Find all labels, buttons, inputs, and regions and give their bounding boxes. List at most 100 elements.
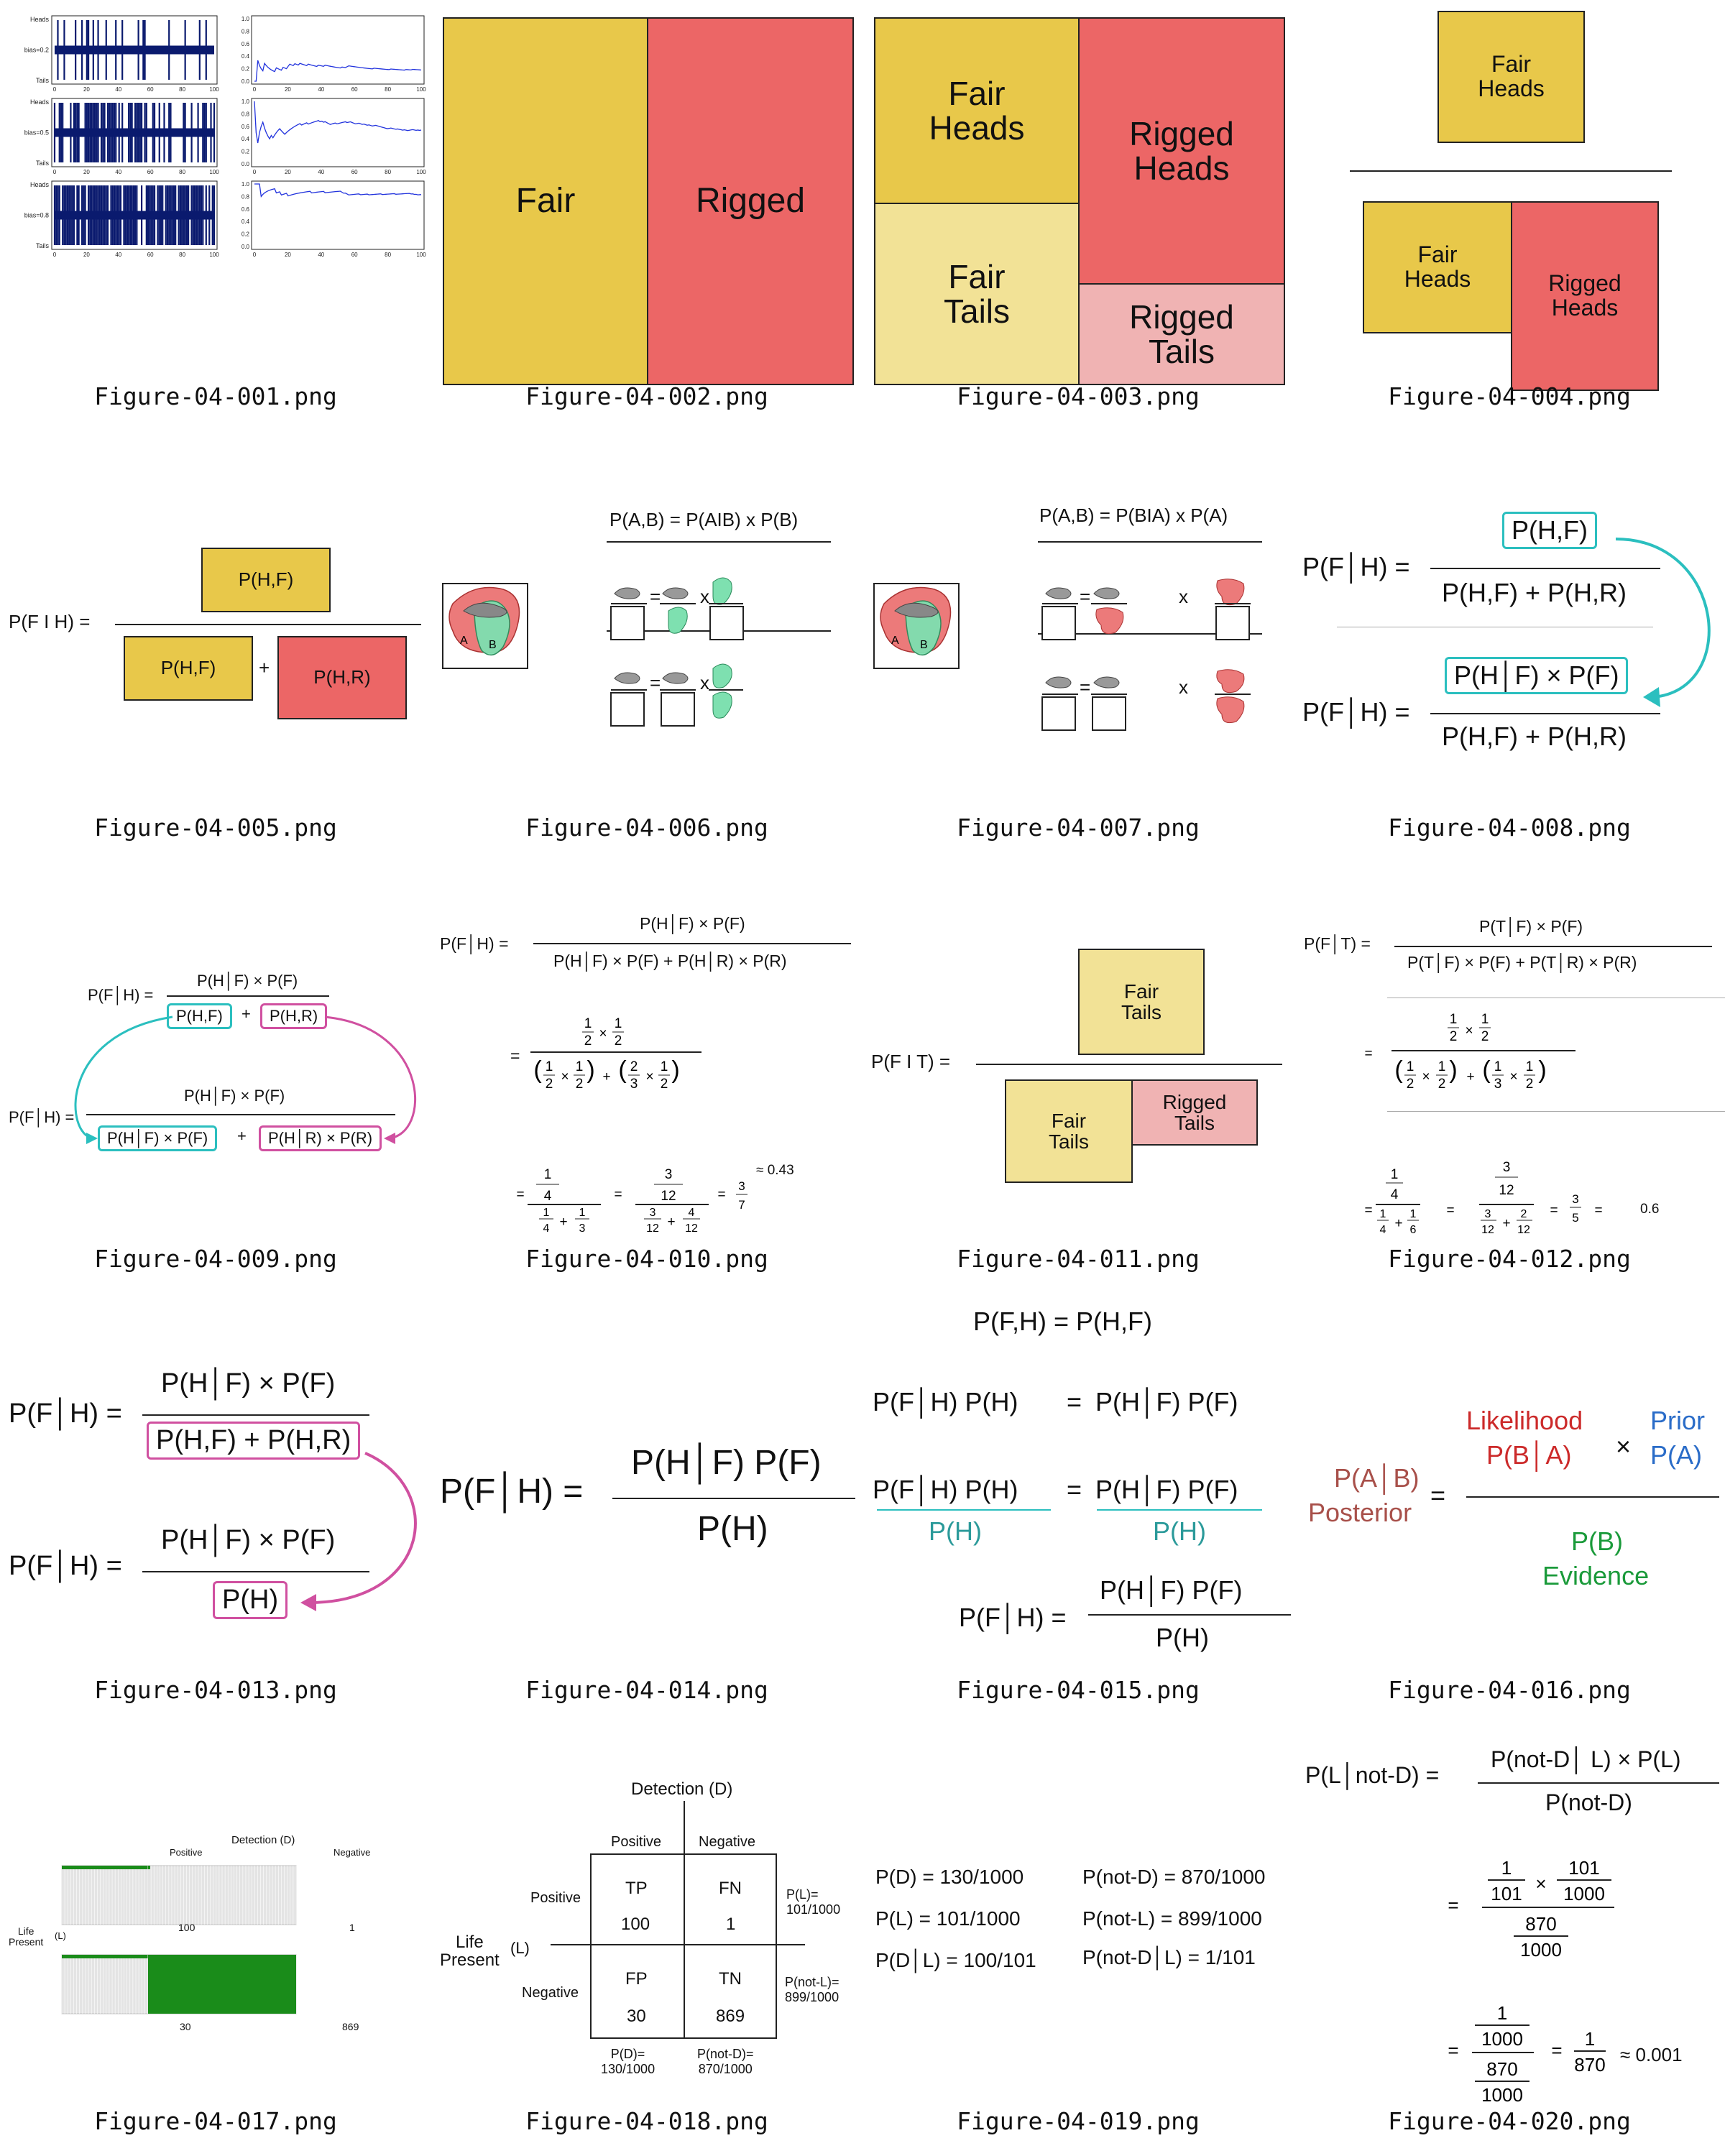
- figure-caption: Figure-04-008.png: [1388, 814, 1631, 842]
- figure-04-004-cell: Fair Heads Fair Heads Rigged Heads Figur…: [1294, 0, 1725, 431]
- tn-grid: [147, 1954, 297, 2014]
- y-tick: 0.4: [242, 218, 250, 225]
- rigged-box: Rigged: [647, 17, 854, 385]
- figure-caption: Figure-04-005.png: [94, 814, 337, 842]
- figure-caption: Figure-04-017.png: [94, 2107, 337, 2135]
- fraction-digit: 1: [576, 1059, 584, 1074]
- equals-sign: =: [650, 586, 661, 607]
- figure-caption: Figure-04-002.png: [525, 382, 768, 410]
- denominator: P(H,F) + P(H,R): [1442, 722, 1627, 751]
- fraction-digit: 2: [1521, 1208, 1527, 1220]
- fraction-digit: 3: [665, 1167, 673, 1182]
- filled-cells: [148, 1955, 296, 2014]
- fraction-digit: 5: [1572, 1211, 1578, 1225]
- x-tick: 60: [351, 169, 358, 175]
- svg-text:+: +: [1466, 1069, 1474, 1084]
- fraction-digit: 1: [661, 1059, 668, 1074]
- pnotd-marginal: P(not-D)= 870/1000: [697, 2047, 754, 2076]
- denominator-term-a: P(H,F): [167, 1003, 232, 1029]
- lhs-label: P(F I H) =: [9, 611, 91, 632]
- tp-count: 100: [178, 1922, 196, 1933]
- fraction-bar: [1430, 568, 1660, 569]
- x-tick: 80: [179, 86, 185, 93]
- fraction-digit: 1: [543, 1207, 550, 1219]
- figure-04-016-cell: Likelihood P(B│A) × Prior P(A) P(A│B) Po…: [1294, 1294, 1725, 1725]
- denominator: P(not-D): [1545, 1789, 1632, 1815]
- x-tick: 100: [416, 86, 426, 93]
- likelihood-term: P(B│A): [1486, 1440, 1572, 1470]
- p-d: P(D) = 130/1000: [875, 1866, 1024, 1888]
- figure-04-002-cell: Fair Rigged Figure-04-002.png: [431, 0, 862, 431]
- fraction-digit: 12: [685, 1222, 698, 1235]
- numerator: P(H│F) P(F): [631, 1444, 822, 1482]
- x-tick: 100: [209, 252, 219, 258]
- svg-text:×: ×: [645, 1069, 653, 1084]
- numerator-box: P(H,F): [201, 548, 331, 612]
- venn-diagram: A B: [873, 541, 1262, 731]
- figure-caption: Figure-04-006.png: [525, 814, 768, 842]
- fraction-digit: 1000: [1481, 2084, 1523, 2106]
- x-tick: 40: [115, 252, 121, 258]
- svg-text:): ): [671, 1056, 679, 1084]
- fair-heads-bottom-box: Fair Heads: [1363, 201, 1512, 333]
- denominator-rigged-box: P(H,R): [277, 636, 407, 719]
- fraction-digit: 2: [584, 1033, 592, 1049]
- flip-band: [55, 45, 214, 55]
- denominator: P(H│F) × P(F) + P(H│R) × P(R): [553, 952, 787, 970]
- svg-text:=: =: [1551, 2040, 1562, 2061]
- bias-label: bias=0.5: [24, 129, 49, 137]
- denominator: P(H): [697, 1510, 768, 1548]
- rigged-tails-box: Rigged Tails: [1131, 1079, 1258, 1146]
- times-sign: ×: [1616, 1432, 1632, 1461]
- fn-value: 1: [726, 1915, 736, 1934]
- plus-sign: +: [242, 1005, 251, 1023]
- approx-result: ≈ 0.001: [1620, 2044, 1683, 2065]
- svg-text:=: =: [614, 1187, 622, 1202]
- running-average-line: [254, 60, 422, 82]
- x-tick: 20: [285, 252, 291, 258]
- fraction-arithmetic: = 12 × 12 ( 12 × 12 ) + ( 13 × 12 ) = 14…: [1364, 1012, 1602, 1236]
- plus-sign: +: [237, 1127, 247, 1145]
- tn-label: TN: [719, 1969, 742, 1989]
- expansion-left: P(F│H) P(H): [873, 1475, 1018, 1504]
- fraction-bar: [115, 624, 421, 625]
- fraction-digit: 3: [738, 1179, 745, 1193]
- fn-count: 1: [349, 1922, 355, 1933]
- fair-box: Fair: [443, 17, 648, 385]
- fraction-digit: 3: [1494, 1077, 1502, 1092]
- figure-04-007-cell: P(A,B) = P(BIA) x P(A) A B = x = x Figur…: [862, 431, 1294, 862]
- prior-label: Prior: [1650, 1406, 1706, 1435]
- svg-text:×: ×: [1465, 1023, 1473, 1038]
- x-tick: 80: [385, 86, 391, 93]
- y-tick: 0.6: [242, 124, 250, 130]
- tails-tick: Tails: [36, 160, 50, 167]
- fraction-digit: 12: [1517, 1224, 1530, 1236]
- figure-caption: Figure-04-011.png: [957, 1245, 1200, 1273]
- x-tick: 0: [53, 86, 57, 93]
- y-tick: 0.0: [242, 78, 250, 85]
- fraction-digit: 1: [544, 1167, 552, 1182]
- fraction-digit: 1: [1438, 1059, 1446, 1074]
- lhs-label: P(F│H) =: [440, 934, 509, 953]
- y-tick: 0.0: [242, 244, 250, 250]
- plus-sign: +: [259, 657, 270, 678]
- svg-text:+: +: [602, 1069, 610, 1084]
- figure-04-015-cell: P(F,H) = P(H,F) P(F│H) P(H) = P(H│F) P(F…: [862, 1294, 1294, 1725]
- x-tick: 60: [147, 169, 154, 175]
- y-tick: 0.2: [242, 149, 250, 155]
- fraction-digit: 1: [584, 1016, 592, 1031]
- fraction-digit: 4: [1380, 1224, 1386, 1236]
- heads-tick: Heads: [30, 16, 50, 23]
- fraction-arithmetic: = 1 101 × 101 1000 870 1000 = 1 1000 870 1000…: [1448, 1857, 1614, 2106]
- fraction-digit: 1: [1481, 1012, 1489, 1027]
- venn-diagram: A B: [442, 541, 831, 727]
- fraction-bar: [533, 943, 851, 944]
- figure-caption: Figure-04-013.png: [94, 1676, 337, 1704]
- fraction-bar: [976, 1064, 1282, 1065]
- svg-text:=: =: [1364, 1203, 1372, 1218]
- approx-result: ≈ 0.43: [756, 1163, 794, 1178]
- numerator: P(T│F) × P(F): [1479, 917, 1583, 936]
- figure-04-018-cell: Detection (D) Positive Negative Positive…: [431, 1725, 862, 2156]
- arrow: [1615, 538, 1711, 707]
- fraction-digit: 1: [546, 1059, 553, 1074]
